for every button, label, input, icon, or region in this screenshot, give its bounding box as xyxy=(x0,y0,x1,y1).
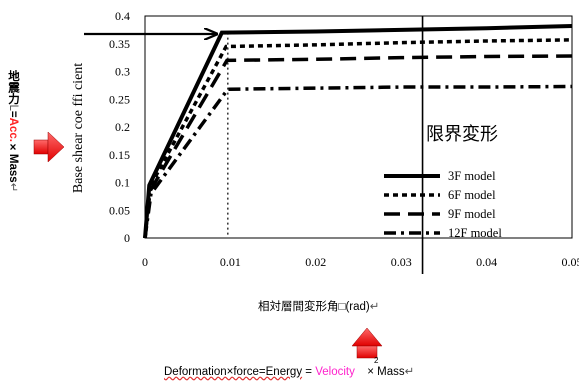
return-mark: ↵ xyxy=(404,366,415,378)
y-tick-label: 0.15 xyxy=(109,148,130,162)
plot-frame xyxy=(144,15,573,239)
seismic-force-text: 地震力 xyxy=(7,70,19,105)
x-tick-label: 0.03 xyxy=(391,255,412,269)
equals-sign: = xyxy=(305,366,312,378)
y-tick-label: 0.3 xyxy=(115,65,130,79)
legend-label: 12F model xyxy=(448,226,502,240)
return-mark: ↵ xyxy=(369,301,380,313)
seismic-force-subscript: L xyxy=(7,104,19,111)
deformation-term: Deformation×force=Energy xyxy=(164,366,303,378)
y-tick-label: 0 xyxy=(124,231,130,245)
series-line-1 xyxy=(143,23,573,239)
red-up-arrow-icon xyxy=(351,327,383,359)
velocity-term: Velocity xyxy=(315,366,355,378)
y-tick-label: 0.35 xyxy=(109,37,130,51)
series-lines xyxy=(143,23,573,239)
times-sign: × xyxy=(7,141,19,154)
limit-label: 限界変形 xyxy=(426,124,498,144)
y-tick-labels: 0 0.05 0.1 0.15 0.2 0.25 0.3 0.35 0.4 xyxy=(109,9,130,245)
return-mark: ↵ xyxy=(7,182,19,193)
y-tick-label: 0.2 xyxy=(115,120,130,134)
y-tick-label: 0.4 xyxy=(115,9,130,23)
energy-equation: Deformation×force=Energy = Velocity × Ma… xyxy=(164,364,414,378)
equals-sign: = xyxy=(7,110,19,118)
legend-label: 9F model xyxy=(448,207,496,221)
red-right-arrow-icon xyxy=(33,131,65,163)
y-tick-label: 0.05 xyxy=(109,203,130,217)
y-tick-label: 0.1 xyxy=(115,176,130,190)
x-tick-label: 0.02 xyxy=(305,255,326,269)
x-tick-label: 0.01 xyxy=(220,255,241,269)
y-axis-title: Base shear coe ffi cient xyxy=(71,63,86,193)
series-line-3 xyxy=(143,54,573,239)
legend-label: 3F model xyxy=(448,169,496,183)
x-tick-label: 0.05 xyxy=(562,255,579,269)
x-tick-label: 0.04 xyxy=(476,255,497,269)
legend: 3F model 6F model 9F model 12F model xyxy=(384,169,502,240)
x-tick-label: 0 xyxy=(142,255,148,269)
squared-exponent: 2 xyxy=(374,356,379,365)
y-tick-label: 0.25 xyxy=(109,92,130,106)
x-axis-title-text: 相対層間変形角□(rad) xyxy=(258,301,370,313)
x-tick-labels: 0 0.01 0.02 0.03 0.04 0.05 xyxy=(142,255,579,269)
mass-term: Mass xyxy=(377,366,405,378)
legend-label: 6F model xyxy=(448,188,496,202)
series-line-2 xyxy=(143,38,573,239)
mass-label: Mass xyxy=(7,153,19,183)
times-sign: × xyxy=(367,366,374,378)
acc-label: Acc. xyxy=(7,117,19,142)
series-line-4 xyxy=(143,84,573,239)
seismic-force-label: 地震力L=Acc.×Mass↵ xyxy=(4,70,22,192)
x-axis-title: 相対層間変形角□(rad)↵ xyxy=(258,298,379,314)
